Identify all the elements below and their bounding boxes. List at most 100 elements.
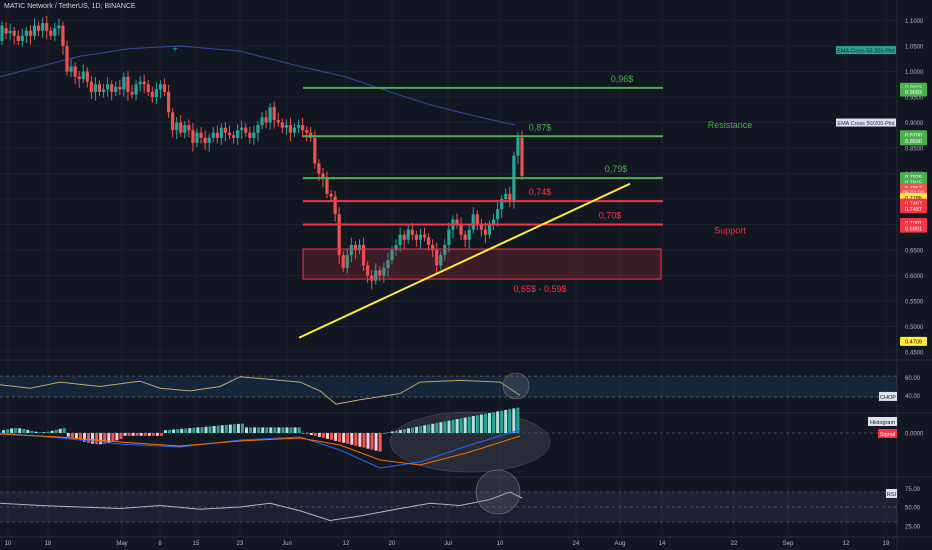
chop-highlight xyxy=(502,372,530,400)
signal-tag: Signal xyxy=(880,432,895,438)
candle-body xyxy=(341,255,345,268)
macd-bar xyxy=(54,429,58,433)
macd-bar xyxy=(342,433,346,443)
time-tick: 8 xyxy=(158,541,162,547)
candle-body xyxy=(463,234,467,240)
macd-bar xyxy=(200,427,204,433)
macd-bar xyxy=(10,428,14,433)
macd-bar xyxy=(407,428,410,433)
macd-bar xyxy=(285,427,289,433)
macd-bar xyxy=(164,430,167,433)
macd-bar xyxy=(42,432,46,433)
price-tick: 1.0500 xyxy=(905,45,924,51)
macd-bar xyxy=(330,433,334,440)
macd-bar xyxy=(74,433,78,439)
time-tick: 20 xyxy=(389,541,396,547)
candle-body xyxy=(284,125,288,128)
macd-bar xyxy=(358,433,362,447)
candle-body xyxy=(414,234,418,240)
time-axis[interactable]: 10 18 May 8 15 23 Jun 12 20 Jul 10 24 Aug 14 22 Sep 12 19 xyxy=(5,541,890,547)
level-label: 0,74$ xyxy=(529,187,552,197)
signal-line xyxy=(0,433,521,466)
macd-bar xyxy=(354,433,358,446)
candle-body xyxy=(150,91,154,98)
macd-bar xyxy=(224,424,228,433)
macd-bar xyxy=(398,429,402,433)
candle-body xyxy=(130,91,134,95)
candle-body xyxy=(349,244,353,256)
macd-bar xyxy=(334,433,338,441)
macd-bar xyxy=(516,407,520,433)
candle-body xyxy=(370,275,374,281)
candle-body xyxy=(106,84,110,90)
rsi-line xyxy=(0,491,523,522)
macd-bar xyxy=(66,433,70,437)
rsi-tick: 50.00 xyxy=(905,506,921,512)
candle-body xyxy=(122,76,126,90)
candle-body xyxy=(390,250,394,261)
macd-bar xyxy=(455,419,459,433)
candle-body xyxy=(53,28,57,36)
time-tick: 10 xyxy=(497,541,504,547)
candle-body xyxy=(154,89,158,98)
candle-body xyxy=(175,122,179,131)
macd-bar xyxy=(253,427,257,433)
candle-body xyxy=(435,250,439,266)
rsi-tag: RSI xyxy=(887,492,897,498)
time-tick: May xyxy=(116,541,127,547)
candle-body xyxy=(244,127,248,133)
candle-body xyxy=(134,84,138,95)
candle-body xyxy=(158,84,163,90)
candle-body xyxy=(65,46,69,72)
macd-bar xyxy=(439,422,443,433)
macd-bar xyxy=(30,430,34,433)
histogram-tag-bg xyxy=(868,417,897,426)
candle-body xyxy=(491,219,496,225)
candle-body xyxy=(268,107,272,123)
trendline[interactable] xyxy=(298,182,631,339)
candle-body xyxy=(97,84,102,92)
macd-bar xyxy=(378,433,382,452)
macd-bar xyxy=(386,432,390,433)
macd-bar xyxy=(261,427,265,433)
macd-bar xyxy=(87,433,91,443)
candle-body xyxy=(36,25,41,31)
candle-body xyxy=(402,234,406,240)
candle-body xyxy=(211,132,215,138)
resistance-label: Resistance xyxy=(708,120,753,130)
chop-line xyxy=(0,376,521,405)
candle-body xyxy=(256,125,260,133)
candle-body xyxy=(41,23,45,31)
macd-bar xyxy=(269,427,273,433)
chop-tick: 60.00 xyxy=(905,376,921,382)
macd-bar xyxy=(492,412,496,433)
candle-body xyxy=(73,66,77,77)
macd-bar xyxy=(176,429,180,433)
time-tick: 22 xyxy=(731,541,738,547)
price-badge-bg xyxy=(900,204,927,214)
macd-bar xyxy=(419,426,423,433)
price-tick: 0.9500 xyxy=(905,96,924,102)
price-badge: 0.8700 xyxy=(905,133,922,139)
macd-bar xyxy=(83,433,86,442)
candle-body xyxy=(361,244,366,266)
price-tick: 0.6500 xyxy=(905,249,924,255)
macd-bar xyxy=(281,427,285,433)
price-levels[interactable]: 0,96$ 0,87$ 0,79$ 0,74$ 0,70$ 0,65$ - 0,59$ xyxy=(302,74,663,294)
candle-body xyxy=(422,234,427,238)
price-axis[interactable]: 1.10001.05001.00000.95000.90000.85000.80… xyxy=(900,19,927,357)
macd-bar xyxy=(111,433,115,442)
macd-bar xyxy=(151,433,155,436)
macd-bar xyxy=(147,433,151,436)
candle-body xyxy=(227,132,232,136)
candle-body xyxy=(195,132,199,143)
candle-body xyxy=(252,132,256,138)
candle-body xyxy=(28,30,33,36)
candle-body xyxy=(386,260,390,268)
macd-bar xyxy=(22,428,26,433)
price-badge: 0.4709 xyxy=(905,340,922,346)
macd-bar xyxy=(370,433,374,450)
ema-tag-2: EMA Cross 50/200-Plot xyxy=(837,121,895,127)
candle-body xyxy=(496,209,500,220)
